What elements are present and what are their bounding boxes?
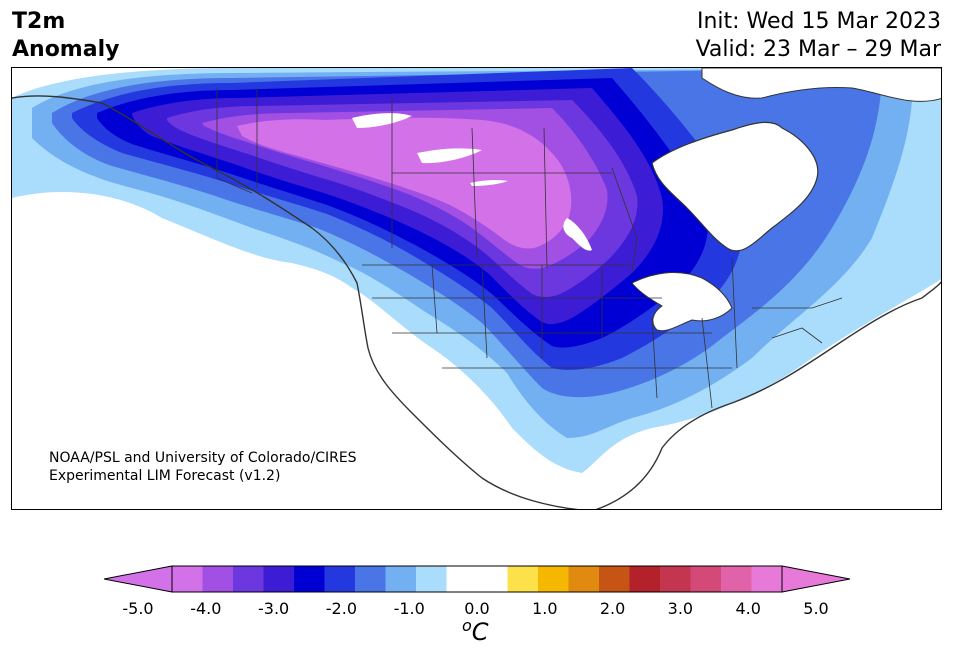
colorbar-tick-label: 2.0	[599, 599, 626, 618]
great-bear-lake	[352, 113, 412, 128]
colorbar-cell	[355, 566, 386, 592]
lake-athabasca	[470, 179, 508, 186]
unit-superscript: o	[462, 616, 472, 635]
credit-line2: Experimental LIM Forecast (v1.2)	[49, 468, 281, 484]
great-lakes	[631, 272, 733, 332]
credit-line1: NOAA/PSL and University of Colorado/CIRE…	[49, 450, 357, 466]
colorbar-tick-label: 1.0	[532, 599, 558, 618]
political-borders	[216, 88, 843, 409]
anomaly-map	[12, 68, 941, 509]
map-panel	[11, 67, 942, 510]
coastline	[12, 95, 941, 509]
great-slave-lake	[417, 148, 482, 164]
colorbar-cell	[233, 566, 264, 592]
forecast-dates: Init: Wed 15 Mar 2023 Valid: 23 Mar – 29…	[696, 8, 941, 64]
colorbar-cell	[263, 566, 295, 592]
colorbar-cell	[599, 566, 630, 592]
colorbar-cell	[324, 566, 356, 592]
colorbar-tick-label: 5.0	[803, 599, 829, 618]
colorbar-unit: oC	[462, 616, 489, 646]
colorbar-under-arrow	[104, 565, 173, 593]
colorbar-tick-label: -1.0	[393, 599, 425, 618]
colorbar-tick-label: -3.0	[257, 599, 290, 618]
colorbar-outline	[171, 565, 783, 593]
colorbar-cell	[294, 566, 325, 592]
contour-neg5	[237, 117, 572, 249]
hudson-bay	[651, 121, 819, 252]
colorbar-cell	[477, 566, 508, 592]
colorbar	[104, 565, 850, 593]
lake-winnipeg	[563, 218, 592, 251]
colorbar-tick-label: -4.0	[190, 599, 222, 618]
colorbar-cell	[568, 566, 600, 592]
colorbar-tick-label: 4.0	[735, 599, 761, 618]
colorbar-cell	[172, 566, 203, 592]
colorbar-cell	[629, 566, 661, 592]
colorbar-cell	[202, 566, 234, 592]
colorbar-cell	[538, 566, 569, 592]
init-date: Init: Wed 15 Mar 2023	[696, 9, 941, 34]
colorbar-tick-label: -5.0	[122, 599, 154, 618]
colorbar-cell	[660, 566, 691, 592]
credit-text: NOAA/PSL and University of Colorado/CIRE…	[49, 449, 357, 485]
colorbar-cell	[416, 566, 447, 592]
colorbar-tick-label: -2.0	[325, 599, 357, 618]
valid-date: Valid: 23 Mar – 29 Mar	[695, 37, 941, 62]
colorbar-tick-label: 0.0	[464, 599, 490, 618]
map-title: T2m Anomaly	[12, 8, 119, 64]
arctic-islands	[701, 68, 941, 102]
colorbar-cell	[751, 566, 783, 592]
colorbar-cell	[721, 566, 752, 592]
unit-main: C	[471, 618, 489, 646]
colorbar-over-arrow	[781, 565, 850, 593]
colorbar-tick-label: 3.0	[667, 599, 694, 618]
title-line1: T2m	[12, 9, 66, 34]
title-line2: Anomaly	[12, 37, 120, 62]
colorbar-cells	[172, 566, 783, 592]
colorbar-cell	[446, 566, 478, 592]
colorbar-cell	[385, 566, 417, 592]
colorbar-cell	[507, 566, 539, 592]
colorbar-cell	[690, 566, 722, 592]
